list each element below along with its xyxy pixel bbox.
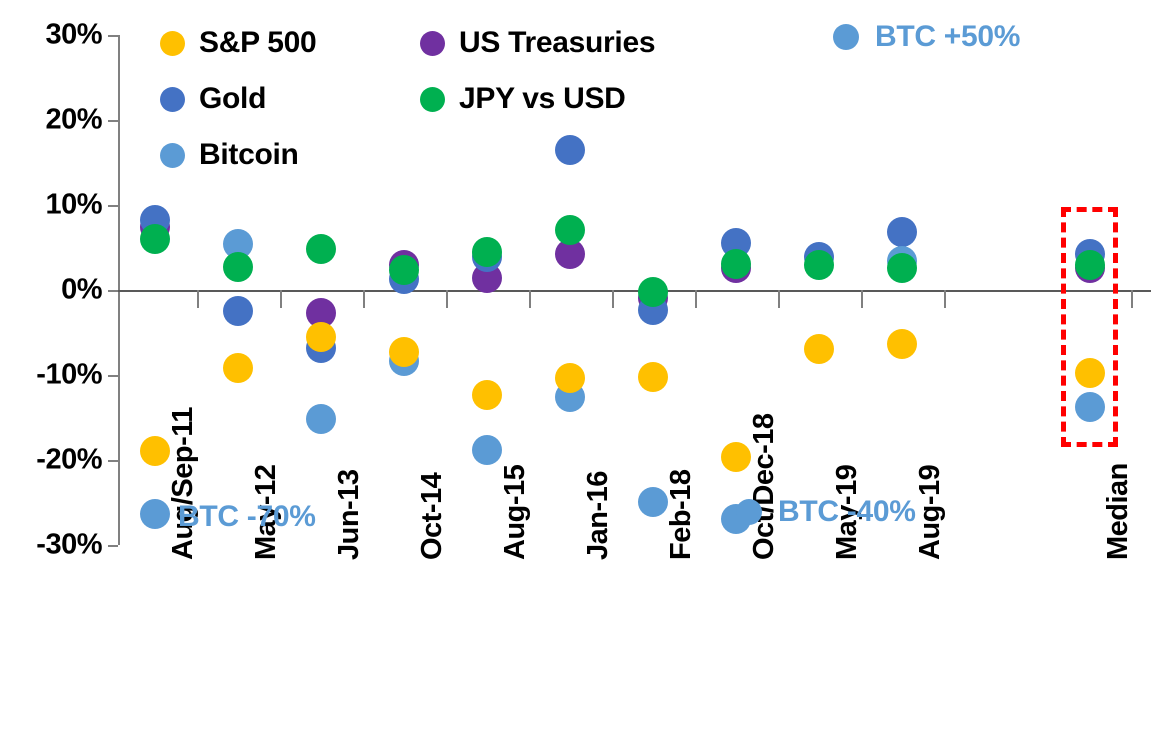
- data-point: [223, 296, 253, 327]
- data-point: [389, 254, 419, 285]
- data-point: [306, 234, 336, 265]
- y-axis-tick-mark: [108, 120, 118, 122]
- legend-label-us-treasuries: US Treasuries: [459, 26, 656, 59]
- y-axis-tick-mark: [108, 205, 118, 207]
- data-point: [389, 337, 419, 368]
- x-axis-tick-mark: [694, 290, 697, 308]
- data-point: [140, 224, 170, 254]
- legend-label-sp500: S&P 500: [199, 26, 317, 59]
- zero-baseline: [118, 290, 1151, 292]
- legend-swatch-us-treasuries: [420, 30, 445, 56]
- annotation-label-btc-minus-40: BTC -40%: [778, 495, 916, 528]
- x-axis-tick-mark: [611, 290, 614, 308]
- data-point: [804, 333, 834, 364]
- y-axis-tick-mark: [108, 375, 118, 377]
- legend-item-gold[interactable]: Gold: [160, 82, 266, 116]
- annotation-btc-minus-40: BTC -40%: [736, 495, 916, 529]
- legend-item-sp500[interactable]: S&P 500: [160, 26, 317, 60]
- x-axis-tick-mark: [445, 290, 448, 308]
- legend-label-gold: Gold: [199, 82, 267, 115]
- annotation-label-btc-plus-50: BTC +50%: [875, 20, 1021, 53]
- y-axis-tick-label: -30%: [36, 528, 102, 561]
- legend-item-bitcoin[interactable]: Bitcoin: [160, 138, 299, 172]
- x-axis-category-label: Feb-18: [665, 469, 697, 560]
- annotation-btc-plus-50: BTC +50%: [833, 20, 1020, 54]
- legend-label-bitcoin: Bitcoin: [199, 138, 299, 171]
- data-point: [638, 361, 668, 392]
- x-axis-category-label: Oct/Dec-18: [748, 413, 780, 560]
- legend-swatch-sp500: [160, 30, 185, 56]
- data-point: [223, 353, 253, 384]
- y-axis-tick-label: 0%: [61, 273, 102, 306]
- data-point: [555, 363, 585, 394]
- y-axis-tick-label: 10%: [45, 188, 102, 221]
- x-axis-category-label: Oct-14: [416, 472, 448, 560]
- y-axis-tick-mark: [108, 35, 118, 37]
- y-axis-tick-label: -10%: [36, 358, 102, 391]
- y-axis-tick-label: 20%: [45, 103, 102, 136]
- legend-item-jpy-vs-usd[interactable]: JPY vs USD: [420, 82, 626, 116]
- data-point: [306, 404, 336, 435]
- x-axis-category-label: Aug/Sep-11: [167, 407, 199, 560]
- data-point: [140, 499, 170, 530]
- data-point: [638, 276, 668, 307]
- legend-item-us-treasuries[interactable]: US Treasuries: [420, 26, 656, 60]
- x-axis-tick-mark: [279, 290, 282, 308]
- x-axis-tick-mark: [943, 290, 946, 308]
- legend-swatch-jpy-vs-usd: [420, 86, 445, 112]
- data-point: [472, 434, 502, 465]
- x-axis-tick-mark: [196, 290, 199, 308]
- data-point: [223, 252, 253, 283]
- data-point: [1075, 249, 1105, 280]
- data-point: [804, 250, 834, 281]
- data-point: [472, 236, 502, 267]
- x-axis-tick-mark: [362, 290, 365, 308]
- data-point: [140, 435, 170, 466]
- data-point: [721, 248, 751, 279]
- data-point: [1075, 392, 1105, 423]
- data-point: [887, 217, 917, 248]
- y-axis-tick-mark: [108, 545, 118, 547]
- data-point: [887, 328, 917, 359]
- x-axis-category-label: Aug-19: [914, 464, 946, 560]
- data-point: [1075, 358, 1105, 389]
- x-axis-category-label: Jun-13: [333, 469, 365, 560]
- x-axis-tick-mark: [1131, 290, 1133, 308]
- legend-swatch-bitcoin: [160, 142, 185, 168]
- data-point: [887, 252, 917, 283]
- legend-swatch-gold: [160, 86, 185, 112]
- annotation-marker-btc-plus-50: [833, 24, 859, 50]
- data-point: [472, 380, 502, 411]
- x-axis-category-label: Jan-16: [582, 471, 614, 560]
- data-point: [721, 442, 751, 473]
- legend-label-jpy-vs-usd: JPY vs USD: [459, 82, 626, 115]
- data-point: [638, 486, 668, 517]
- x-axis-category-label: Median: [1102, 463, 1134, 560]
- y-axis-tick-label: -20%: [36, 443, 102, 476]
- data-point: [306, 321, 336, 352]
- x-axis-tick-mark: [860, 290, 863, 308]
- x-axis-tick-mark: [777, 290, 780, 308]
- data-point: [555, 134, 585, 165]
- x-axis-tick-mark: [528, 290, 531, 308]
- annotation-label-btc-minus-70: BTC -70%: [178, 500, 316, 533]
- y-axis-tick-mark: [108, 460, 118, 462]
- y-axis-tick-mark: [108, 290, 118, 292]
- data-point: [555, 214, 585, 245]
- y-axis-tick-label: 30%: [45, 18, 102, 51]
- annotation-marker-btc-minus-40: [736, 499, 762, 525]
- x-axis-category-label: Aug-15: [499, 464, 531, 560]
